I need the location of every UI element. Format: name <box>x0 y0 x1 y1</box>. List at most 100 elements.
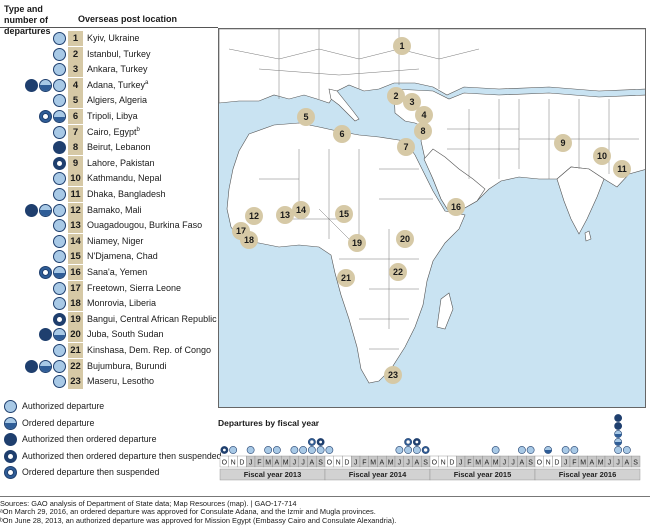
post-number: 5 <box>68 93 83 109</box>
departure-icons <box>53 47 66 61</box>
month-label: J <box>406 460 410 467</box>
departure-icons <box>25 78 66 92</box>
authorized-departure-icon <box>53 125 66 139</box>
month-label: D <box>344 460 349 467</box>
month-label: O <box>327 460 333 467</box>
month-label: J <box>459 460 463 467</box>
authorized-then-ordered-icon <box>614 414 623 422</box>
month-label: M <box>265 460 271 467</box>
month-label: M <box>388 460 394 467</box>
post-name: Maseru, Lesotho <box>87 376 155 387</box>
ordered-then-suspended-icon <box>39 110 52 123</box>
post-number: 14 <box>68 233 83 249</box>
post-name: Freetown, Sierra Leone <box>87 282 182 293</box>
departure-icons <box>53 63 66 77</box>
legend-label: Authorized then ordered departure then s… <box>22 450 222 461</box>
map-marker: 5 <box>297 108 315 126</box>
month-label: J <box>511 460 515 467</box>
post-name: Juba, South Sudan <box>87 329 164 340</box>
post-name: Kathmandu, Nepal <box>87 173 162 184</box>
legend-label: Authorized then ordered departure <box>22 434 157 444</box>
map-marker: 22 <box>389 263 407 281</box>
map-marker: 1 <box>393 37 411 55</box>
departure-icons <box>53 234 66 248</box>
ordered-half <box>614 442 622 446</box>
post-row: 1 Kyiv, Ukraine <box>0 30 218 47</box>
departure-icons <box>53 219 66 233</box>
map-marker: 12 <box>245 207 263 225</box>
post-number: 9 <box>68 155 83 171</box>
post-name: Bujumbura, Burundi <box>87 360 167 371</box>
authorized-departure-icon <box>4 400 17 413</box>
post-number: 11 <box>68 187 83 202</box>
post-number: 1 <box>68 31 83 46</box>
authorized-departure-icon <box>53 359 66 373</box>
post-number: 3 <box>68 62 83 78</box>
month-label: F <box>362 460 366 467</box>
month-label: M <box>370 460 376 467</box>
authorized-then-ordered-icon <box>53 141 66 155</box>
authorized-departure-icon <box>53 63 66 77</box>
authorized-departure-icon <box>307 446 316 454</box>
departure-icons <box>53 281 66 295</box>
authorized-departure-icon <box>53 94 66 108</box>
departure-icons <box>53 141 66 155</box>
authorized-departure-icon <box>53 250 66 264</box>
legend-label: Ordered departure then suspended <box>22 467 160 477</box>
post-name: Istanbul, Turkey <box>87 48 151 59</box>
map-land-svg <box>219 29 645 384</box>
post-row: 20 Juba, South Sudan <box>0 326 218 343</box>
post-row: 8 Beirut, Lebanon <box>0 139 218 156</box>
month-label: D <box>239 460 244 467</box>
sources-line: Sources: GAO analysis of Department of S… <box>0 496 650 508</box>
authorized-then-ordered-icon <box>25 359 38 373</box>
departure-icons <box>39 266 66 279</box>
fiscal-year-label: Fiscal year 2016 <box>559 470 617 479</box>
month-cell <box>631 455 641 468</box>
month-label: J <box>564 460 568 467</box>
authorized-departure-icon <box>404 446 413 454</box>
month-label: D <box>449 460 454 467</box>
post-name: Adana, Turkeya <box>87 79 149 90</box>
map-marker: 2 <box>387 87 405 105</box>
authorized-departure-icon <box>622 446 631 454</box>
ordered-then-suspended-icon <box>39 266 52 279</box>
footnote-a: ᵃOn March 29, 2016, an ordered departure… <box>0 507 376 516</box>
month-label: J <box>616 460 620 467</box>
fiscal-year-label: Fiscal year 2015 <box>454 470 512 479</box>
ordered-half <box>614 434 622 438</box>
authorized-ordered-suspended-icon <box>53 156 66 170</box>
post-row: 18 Monrovia, Liberia <box>0 295 218 312</box>
month-label: M <box>475 460 481 467</box>
map-marker: 14 <box>292 201 310 219</box>
ordered-departure-icon <box>4 416 17 430</box>
ordered-departure-icon <box>39 78 52 92</box>
authorized-departure-icon <box>316 446 325 454</box>
header-divider <box>0 27 218 28</box>
map-marker: 18 <box>240 231 258 249</box>
month-label: A <box>415 460 420 467</box>
map-marker: 19 <box>348 234 366 252</box>
post-row: 19 Bangui, Central African Republic <box>0 311 218 328</box>
month-label: A <box>625 460 630 467</box>
month-label: M <box>598 460 604 467</box>
authorized-then-ordered-icon <box>25 78 38 92</box>
post-number: 7 <box>68 124 83 140</box>
departure-icons <box>25 203 66 217</box>
map-marker: 23 <box>384 366 402 384</box>
post-number: 23 <box>68 374 83 390</box>
post-name: Ouagadougou, Burkina Faso <box>87 220 203 231</box>
map-marker: 15 <box>335 205 353 223</box>
month-label: O <box>432 460 438 467</box>
ordered-then-suspended-icon <box>4 466 17 479</box>
post-name: Dhaka, Bangladesh <box>87 189 166 199</box>
map-marker: 8 <box>414 122 432 140</box>
post-number: 10 <box>68 171 83 187</box>
month-label: N <box>546 460 551 467</box>
legend-label: Ordered departure <box>22 417 95 428</box>
departure-icons <box>39 110 66 123</box>
authorized-ordered-suspended-icon <box>4 449 17 463</box>
month-label: A <box>485 460 490 467</box>
post-name: Lahore, Pakistan <box>87 157 155 168</box>
